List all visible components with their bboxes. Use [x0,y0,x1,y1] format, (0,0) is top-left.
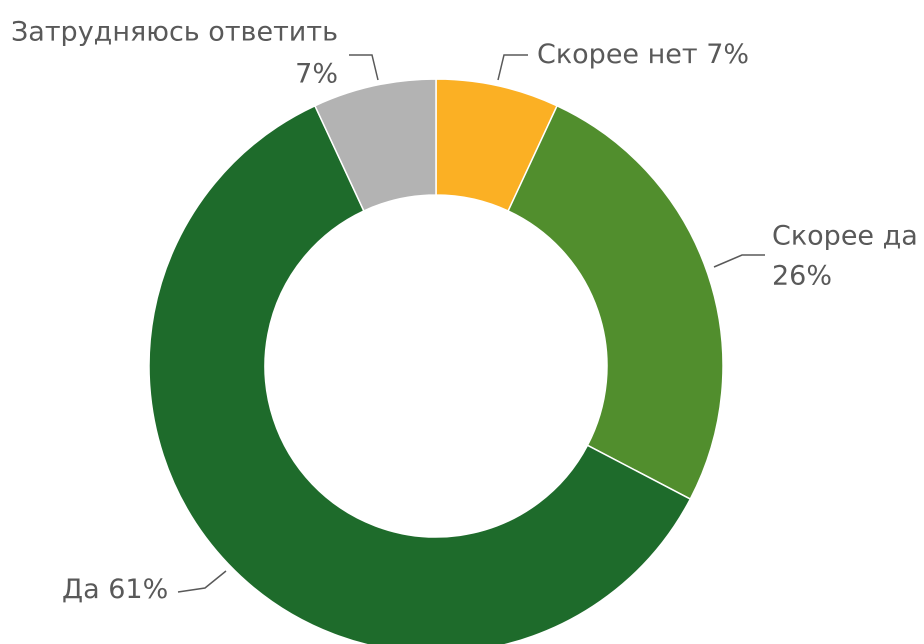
leader-line [177,570,227,593]
donut-slice [507,104,724,501]
value-label: 26% [772,261,832,292]
value-label: 61% [108,574,168,605]
category-name: Затрудняюсь ответить [11,17,338,48]
category-name: Скорее нет [537,39,698,70]
leader-line [497,54,528,81]
value-label: 7% [706,39,749,70]
value-label: 7% [295,59,338,90]
leader-line [349,54,379,81]
donut-slice [148,104,692,644]
data-label: Скорее нет 7% [537,39,749,70]
category-name: Да [62,574,100,605]
data-label: Да 61% [62,574,168,605]
leader-line [713,254,765,268]
donut-slice [313,78,437,212]
category-name: Скорее да [772,221,918,252]
